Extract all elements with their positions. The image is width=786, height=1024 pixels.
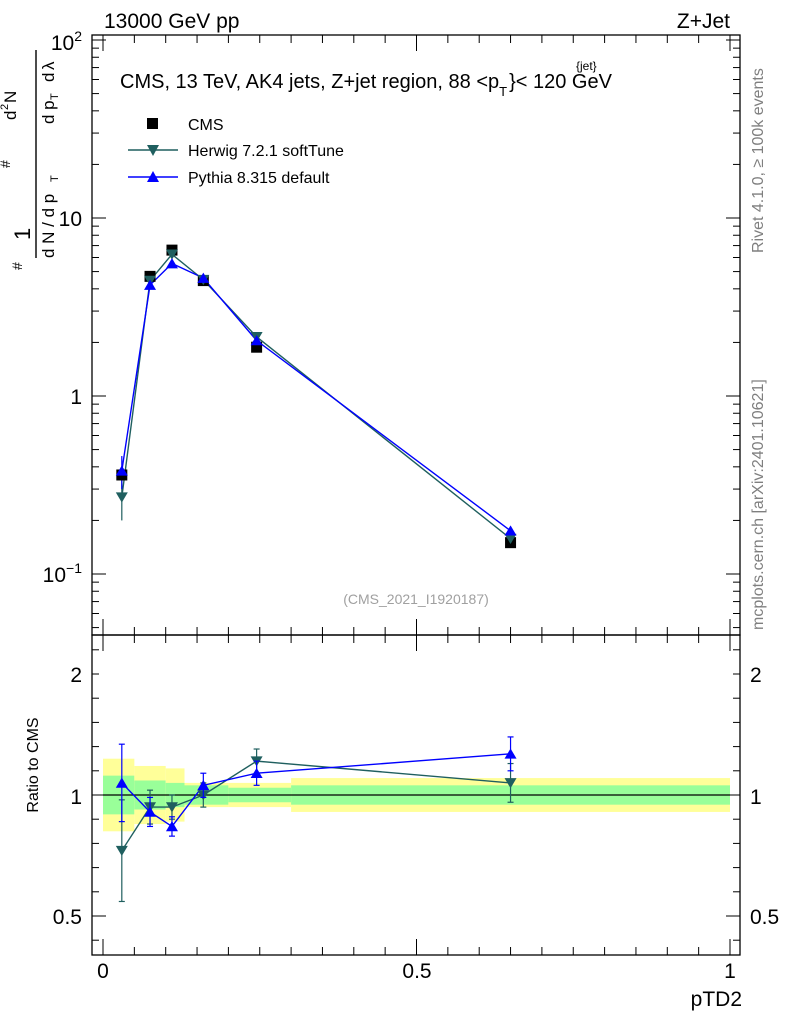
- y-tick-label-top-exp: −1: [66, 560, 82, 576]
- y-tick-label-bottom: 0.5: [53, 906, 82, 929]
- y-tick-label-bottom-right: 1: [750, 786, 762, 809]
- y-tick-label-bottom-right: 0.5: [750, 906, 779, 929]
- svg-text:2: 2: [0, 104, 11, 110]
- y-tick-label-bottom: 1: [70, 786, 82, 809]
- svg-text:d: d: [39, 73, 58, 82]
- svg-text:λ: λ: [39, 61, 58, 70]
- pythia-marker-ratio: [166, 821, 178, 831]
- x-tick-labels: 0 0.5 1: [97, 960, 736, 983]
- y-tick-label-top: 10−1: [43, 560, 83, 587]
- plot-title-tail: }< 120 GeV: [509, 71, 613, 93]
- herwig-marker: [116, 492, 128, 502]
- analysis-watermark: (CMS_2021_I1920187): [343, 591, 489, 607]
- y-tick-label-bottom: 2: [70, 664, 82, 687]
- svg-text:d p: d p: [39, 100, 58, 124]
- svg-text:N: N: [1, 91, 20, 103]
- svg-text:1: 1: [10, 228, 35, 240]
- y-tick-label-top: 1: [70, 386, 82, 409]
- svg-text:T: T: [49, 175, 61, 182]
- plot-title-main: CMS, 13 TeV, AK4 jets, Z+jet region, 88 …: [120, 71, 499, 93]
- y-tick-label-bottom-right: 2: [750, 664, 762, 687]
- svg-text:d: d: [1, 111, 20, 120]
- legend-label-cms: CMS: [188, 117, 224, 134]
- mcplots-label: mcplots.cern.ch [arXiv:2401.10621]: [750, 379, 767, 630]
- svg-text:T: T: [49, 93, 61, 100]
- x-tick-label: 1: [724, 960, 736, 983]
- header-left: 13000 GeV pp: [104, 10, 239, 33]
- plot-title-sub: T: [499, 84, 507, 99]
- y-axis-label-bottom: Ratio to CMS: [25, 717, 42, 812]
- y-axis-label-top: # 1 d N / d p T # d 2 N d p T d λ: [0, 50, 61, 270]
- rivet-version-label: Rivet 4.1.0, ≥ 100k events: [750, 68, 767, 253]
- herwig-line-top: [122, 254, 511, 538]
- x-axis-label: pTD2: [691, 988, 742, 1011]
- svg-text:#: #: [9, 262, 25, 270]
- legend-marker-cms: [147, 118, 158, 129]
- top-panel-data: [116, 245, 517, 549]
- svg-text:#: #: [0, 160, 13, 168]
- plot-title: CMS, 13 TeV, AK4 jets, Z+jet region, 88 …: [120, 71, 613, 99]
- legend-label-pythia: Pythia 8.315 default: [188, 170, 330, 187]
- x-tick-label: 0: [97, 960, 109, 983]
- plot-title-sup: {jet}: [576, 59, 597, 73]
- chart-canvas: 13000 GeV pp Z+Jet 10−1 1 10 102 0.5 1 2…: [0, 0, 786, 1024]
- herwig-marker-ratio: [116, 846, 128, 856]
- uncertainty-bands: [103, 759, 730, 832]
- y-tick-label-top-exp: 2: [74, 28, 82, 44]
- legend: CMS Herwig 7.2.1 softTune Pythia 8.315 d…: [128, 117, 344, 187]
- header-right: Z+Jet: [677, 10, 730, 33]
- y-tick-label-top: 102: [51, 28, 82, 55]
- x-tick-label: 0.5: [402, 960, 431, 983]
- pythia-line-top: [122, 264, 511, 531]
- svg-text:d N / d p: d N / d p: [39, 194, 58, 258]
- y-tick-label-top: 10: [59, 208, 82, 231]
- legend-label-herwig: Herwig 7.2.1 softTune: [188, 143, 344, 160]
